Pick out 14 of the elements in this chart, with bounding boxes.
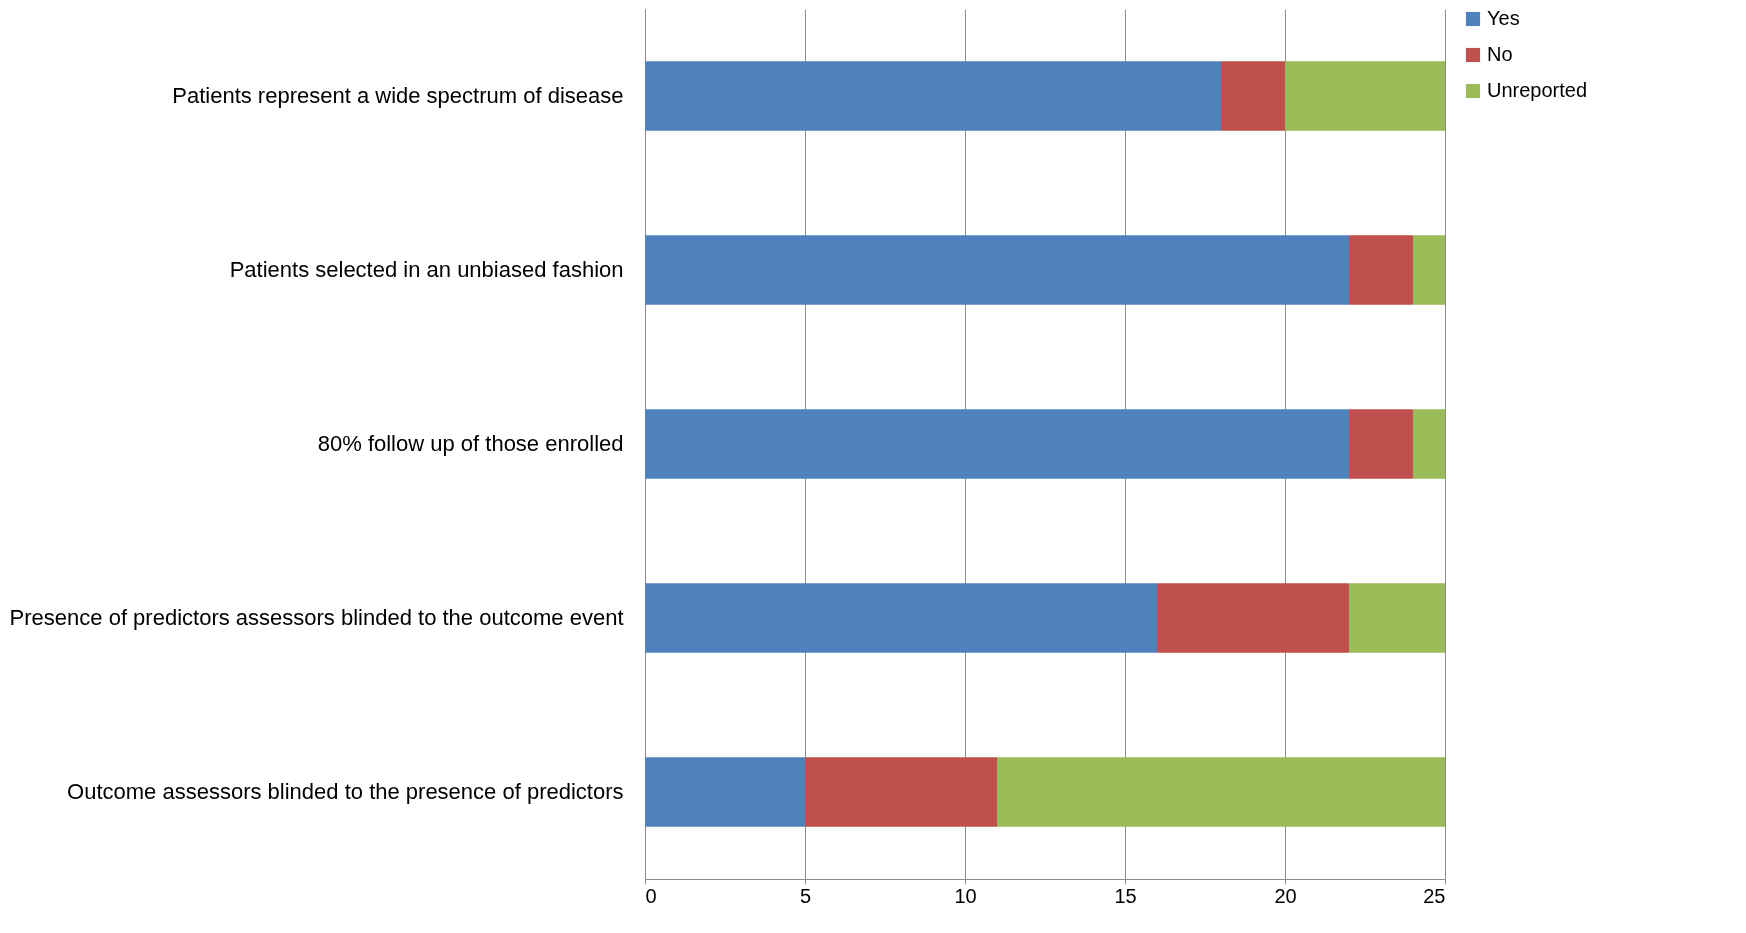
legend-label: Yes [1487, 7, 1520, 29]
x-tick-label: 15 [1114, 884, 1137, 907]
y-tick-label: Presence of predictors assessors blinded to the outcome event [9, 605, 624, 630]
x-tick-label: 10 [954, 884, 977, 907]
x-tick-label: 25 [1423, 884, 1446, 907]
y-tick-label: Patients selected in an unbiased fashion [229, 257, 624, 282]
y-tick-label: 80% follow up of those enrolled [317, 431, 624, 456]
legend-label: No [1487, 43, 1513, 65]
y-tick-label: Patients represent a wide spectrum of disease [172, 83, 624, 108]
x-tick-label: 20 [1274, 884, 1297, 907]
legend-label: Unreported [1487, 79, 1588, 101]
x-tick-label: 5 [799, 884, 812, 907]
y-tick-label: Outcome assessors blinded to the presence of predictors [67, 779, 624, 804]
x-tick-label: 0 [645, 884, 657, 907]
